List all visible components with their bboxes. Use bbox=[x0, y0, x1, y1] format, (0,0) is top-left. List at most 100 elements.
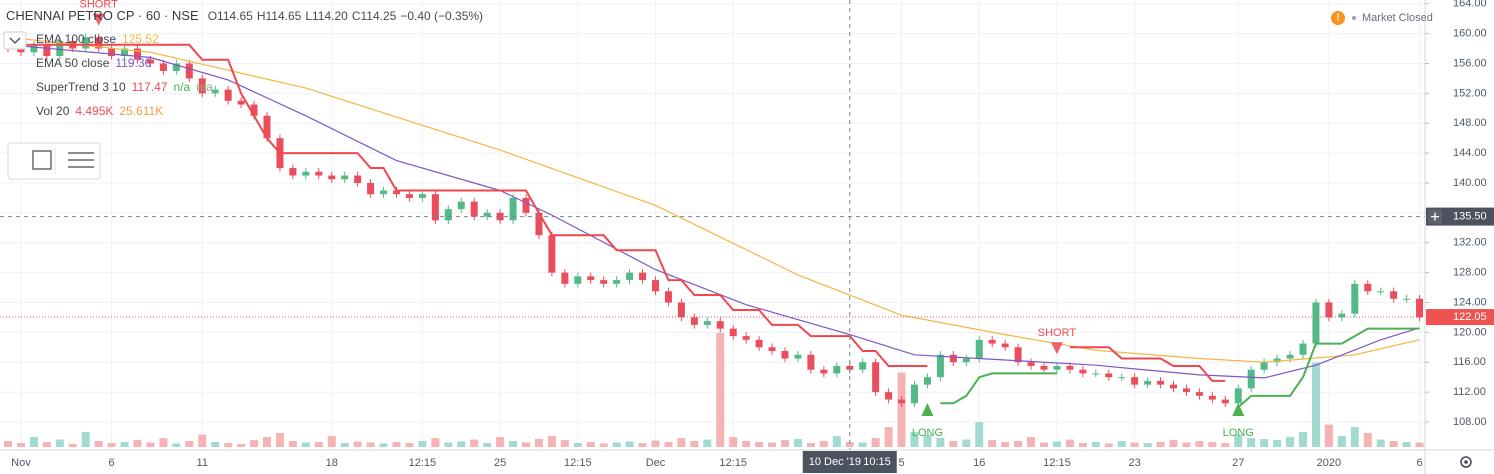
volume-bar bbox=[444, 442, 453, 447]
candle-body bbox=[380, 190, 388, 195]
overlay-layer: SHORT LONG SHORT LONG bbox=[0, 0, 1425, 450]
x-tick-label: 11 bbox=[197, 457, 208, 469]
volume-bar bbox=[457, 441, 466, 447]
volume-bar bbox=[1286, 437, 1295, 447]
volume-bar bbox=[625, 441, 634, 447]
volume-bar bbox=[742, 441, 751, 447]
candle-body bbox=[1027, 362, 1035, 366]
candle-body bbox=[639, 272, 647, 281]
rectangle-tool[interactable] bbox=[32, 150, 52, 170]
volume-bar bbox=[845, 442, 854, 447]
volume-bar bbox=[1040, 442, 1048, 447]
candle-body bbox=[509, 197, 517, 221]
candle-body bbox=[302, 171, 310, 176]
candle-body bbox=[1260, 362, 1268, 370]
volume-bar bbox=[1208, 442, 1217, 447]
x-tick-label: 16 bbox=[973, 457, 985, 469]
volume-bar bbox=[133, 440, 142, 447]
collapse-icon bbox=[9, 37, 21, 44]
y-tick-label: 144.00 bbox=[1453, 147, 1487, 159]
candle-body bbox=[1247, 369, 1255, 389]
candle-body bbox=[457, 201, 465, 210]
symbol: CHENNAI PETRO CP · 60 · NSE bbox=[6, 8, 199, 23]
volume-bar bbox=[1001, 442, 1010, 447]
volume-bar bbox=[418, 441, 427, 447]
candle-body bbox=[496, 212, 504, 221]
y-tick-label: 112.00 bbox=[1453, 386, 1486, 398]
menu-tool[interactable] bbox=[68, 152, 94, 168]
candle-body bbox=[1144, 380, 1152, 385]
candle-body bbox=[1377, 291, 1385, 293]
volume-bar bbox=[1234, 434, 1243, 447]
candle-body bbox=[911, 384, 918, 404]
candle-body bbox=[95, 37, 103, 49]
drawing-toolbar bbox=[7, 142, 101, 180]
candle-body bbox=[885, 392, 893, 400]
volume-bar bbox=[16, 443, 25, 447]
candle-body bbox=[185, 63, 193, 79]
volume-bar bbox=[1065, 439, 1074, 447]
candle-body bbox=[315, 171, 323, 176]
candle-body bbox=[962, 358, 970, 363]
volume-bar bbox=[327, 436, 336, 447]
volume-bar bbox=[819, 441, 828, 447]
long-signal bbox=[1232, 403, 1245, 416]
volume-bar bbox=[405, 443, 414, 447]
ohlc-value: O114.65 bbox=[208, 9, 253, 23]
volume-bar bbox=[832, 436, 841, 447]
volume-bar bbox=[1117, 441, 1126, 447]
collapse-button[interactable] bbox=[3, 31, 27, 50]
y-tick-label: 120.00 bbox=[1453, 326, 1487, 338]
volume-bar bbox=[224, 443, 233, 447]
volume-bar bbox=[1337, 436, 1346, 447]
crosshair-price-label: 135.50 bbox=[1453, 211, 1487, 223]
volume-bar bbox=[1324, 424, 1333, 447]
volume-bar bbox=[1247, 438, 1256, 447]
candle-body bbox=[237, 100, 245, 105]
candle-body bbox=[846, 365, 854, 370]
candle-body bbox=[794, 354, 802, 359]
volume-bar bbox=[975, 422, 984, 447]
supertrend-line bbox=[940, 327, 1420, 408]
volume-bar bbox=[690, 441, 699, 447]
crosshair-time-box bbox=[802, 451, 897, 473]
crosshair-price-box bbox=[1426, 207, 1494, 226]
candle-body bbox=[431, 194, 439, 221]
ema-line bbox=[7, 44, 1420, 379]
volume-bar bbox=[1402, 442, 1411, 447]
candle-body bbox=[328, 175, 336, 180]
volume-bar bbox=[729, 437, 738, 447]
volume-bar bbox=[1221, 443, 1230, 447]
candle-body bbox=[354, 175, 362, 183]
volume-bar bbox=[211, 442, 220, 447]
candle-body bbox=[1325, 302, 1333, 318]
candle-body bbox=[690, 317, 698, 325]
ohlc-value: H114.65 bbox=[257, 9, 302, 23]
candle-body bbox=[1338, 313, 1346, 318]
volume-bar bbox=[1052, 441, 1061, 447]
candle-body bbox=[613, 280, 621, 284]
crosshair-time: 10:15 bbox=[863, 456, 891, 468]
legend-name: Vol 20 bbox=[36, 104, 70, 118]
volume-bar bbox=[107, 443, 116, 447]
candle-body bbox=[1403, 298, 1411, 300]
x-tick-label: Nov bbox=[11, 457, 31, 469]
volume-bar bbox=[198, 434, 207, 447]
settings-button[interactable] bbox=[1460, 456, 1472, 468]
candle-body bbox=[703, 321, 711, 325]
y-tick-label: 156.00 bbox=[1453, 57, 1487, 69]
candle-body bbox=[1170, 384, 1177, 389]
volume-bar bbox=[703, 439, 712, 447]
volume-bar bbox=[483, 443, 492, 447]
volume-bar bbox=[4, 441, 12, 447]
signal-label: SHORT bbox=[1038, 327, 1077, 339]
y-tick-label: 140.00 bbox=[1453, 177, 1487, 189]
volume-bar bbox=[120, 442, 129, 447]
candle-body bbox=[548, 235, 556, 273]
candle-body bbox=[1416, 298, 1424, 318]
candle-body bbox=[755, 339, 763, 348]
legend-row: EMA 50 close 119.36 bbox=[36, 56, 152, 70]
y-tick-label: 132.00 bbox=[1453, 237, 1487, 249]
candle-body bbox=[1014, 347, 1022, 363]
